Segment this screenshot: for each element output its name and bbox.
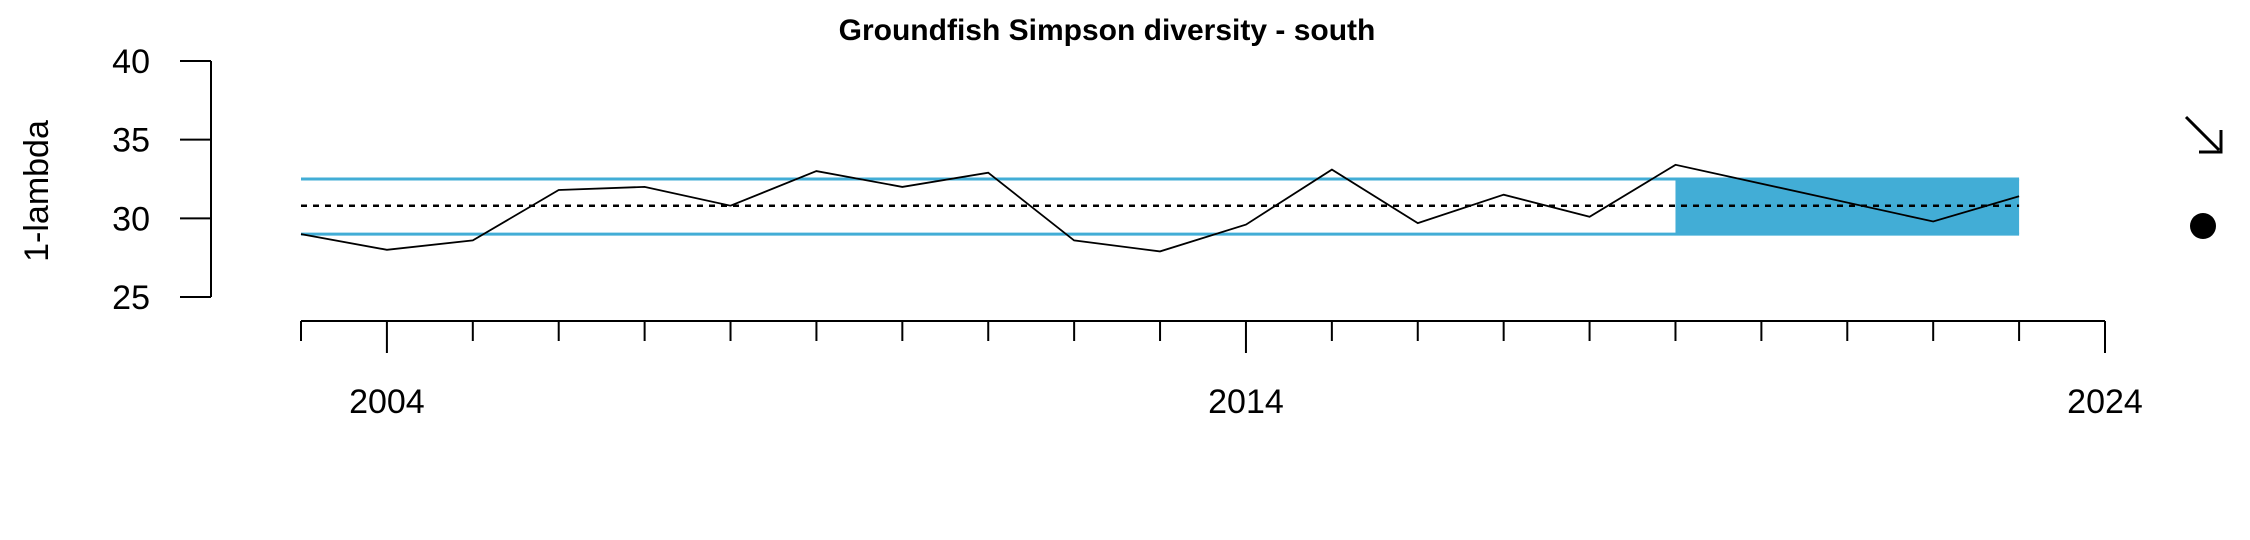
y-tick-label: 25 (112, 279, 150, 317)
y-tick-label: 35 (112, 122, 150, 160)
chart-title: Groundfish Simpson diversity - south (839, 14, 1376, 47)
trend-arrow-head (2199, 130, 2223, 154)
y-tick-label: 30 (112, 200, 150, 238)
y-axis-label: 1-lambda (18, 120, 56, 262)
x-tick-label: 2024 (2067, 383, 2143, 421)
highlight-region (1675, 179, 2020, 235)
series-line (300, 163, 2020, 253)
mean-indicator-dot (2190, 213, 2216, 239)
y-tick-label: 40 (112, 43, 150, 81)
plot-layer: 25 30 35 40 2004 2014 2024 (112, 43, 2223, 421)
trend-arrow-shaft (2184, 115, 2221, 152)
x-tick-label: 2014 (1208, 383, 1284, 421)
x-tick-label: 2004 (349, 383, 425, 421)
